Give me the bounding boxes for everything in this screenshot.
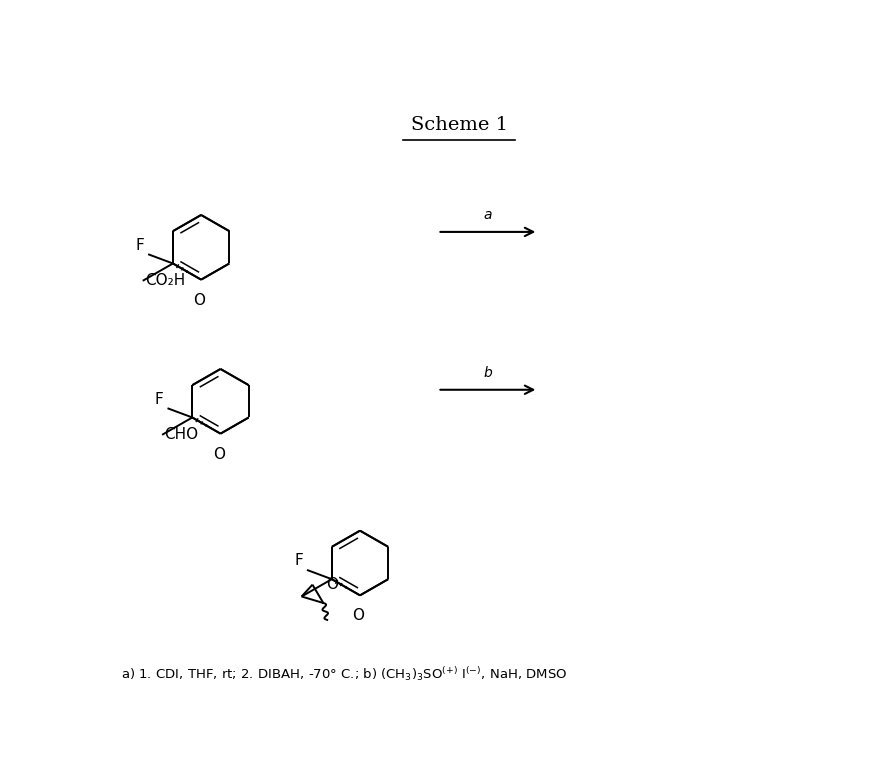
Text: CHO: CHO	[165, 427, 199, 442]
Text: O: O	[352, 608, 365, 623]
Text: a) 1. CDI, THF, rt; 2. DIBAH, -70° C.; b) (CH$_3$)$_3$SO$^{(+)}$ I$^{(-)}$, NaH,: a) 1. CDI, THF, rt; 2. DIBAH, -70° C.; b…	[121, 666, 568, 684]
Text: O: O	[194, 292, 205, 308]
Text: O: O	[326, 577, 339, 592]
Text: F: F	[135, 238, 144, 252]
Text: CO₂H: CO₂H	[145, 274, 185, 289]
Text: a: a	[484, 208, 492, 222]
Text: F: F	[155, 392, 164, 407]
Text: O: O	[213, 447, 225, 462]
Text: Scheme 1: Scheme 1	[410, 116, 508, 134]
Text: F: F	[295, 554, 303, 568]
Text: b: b	[484, 366, 492, 379]
